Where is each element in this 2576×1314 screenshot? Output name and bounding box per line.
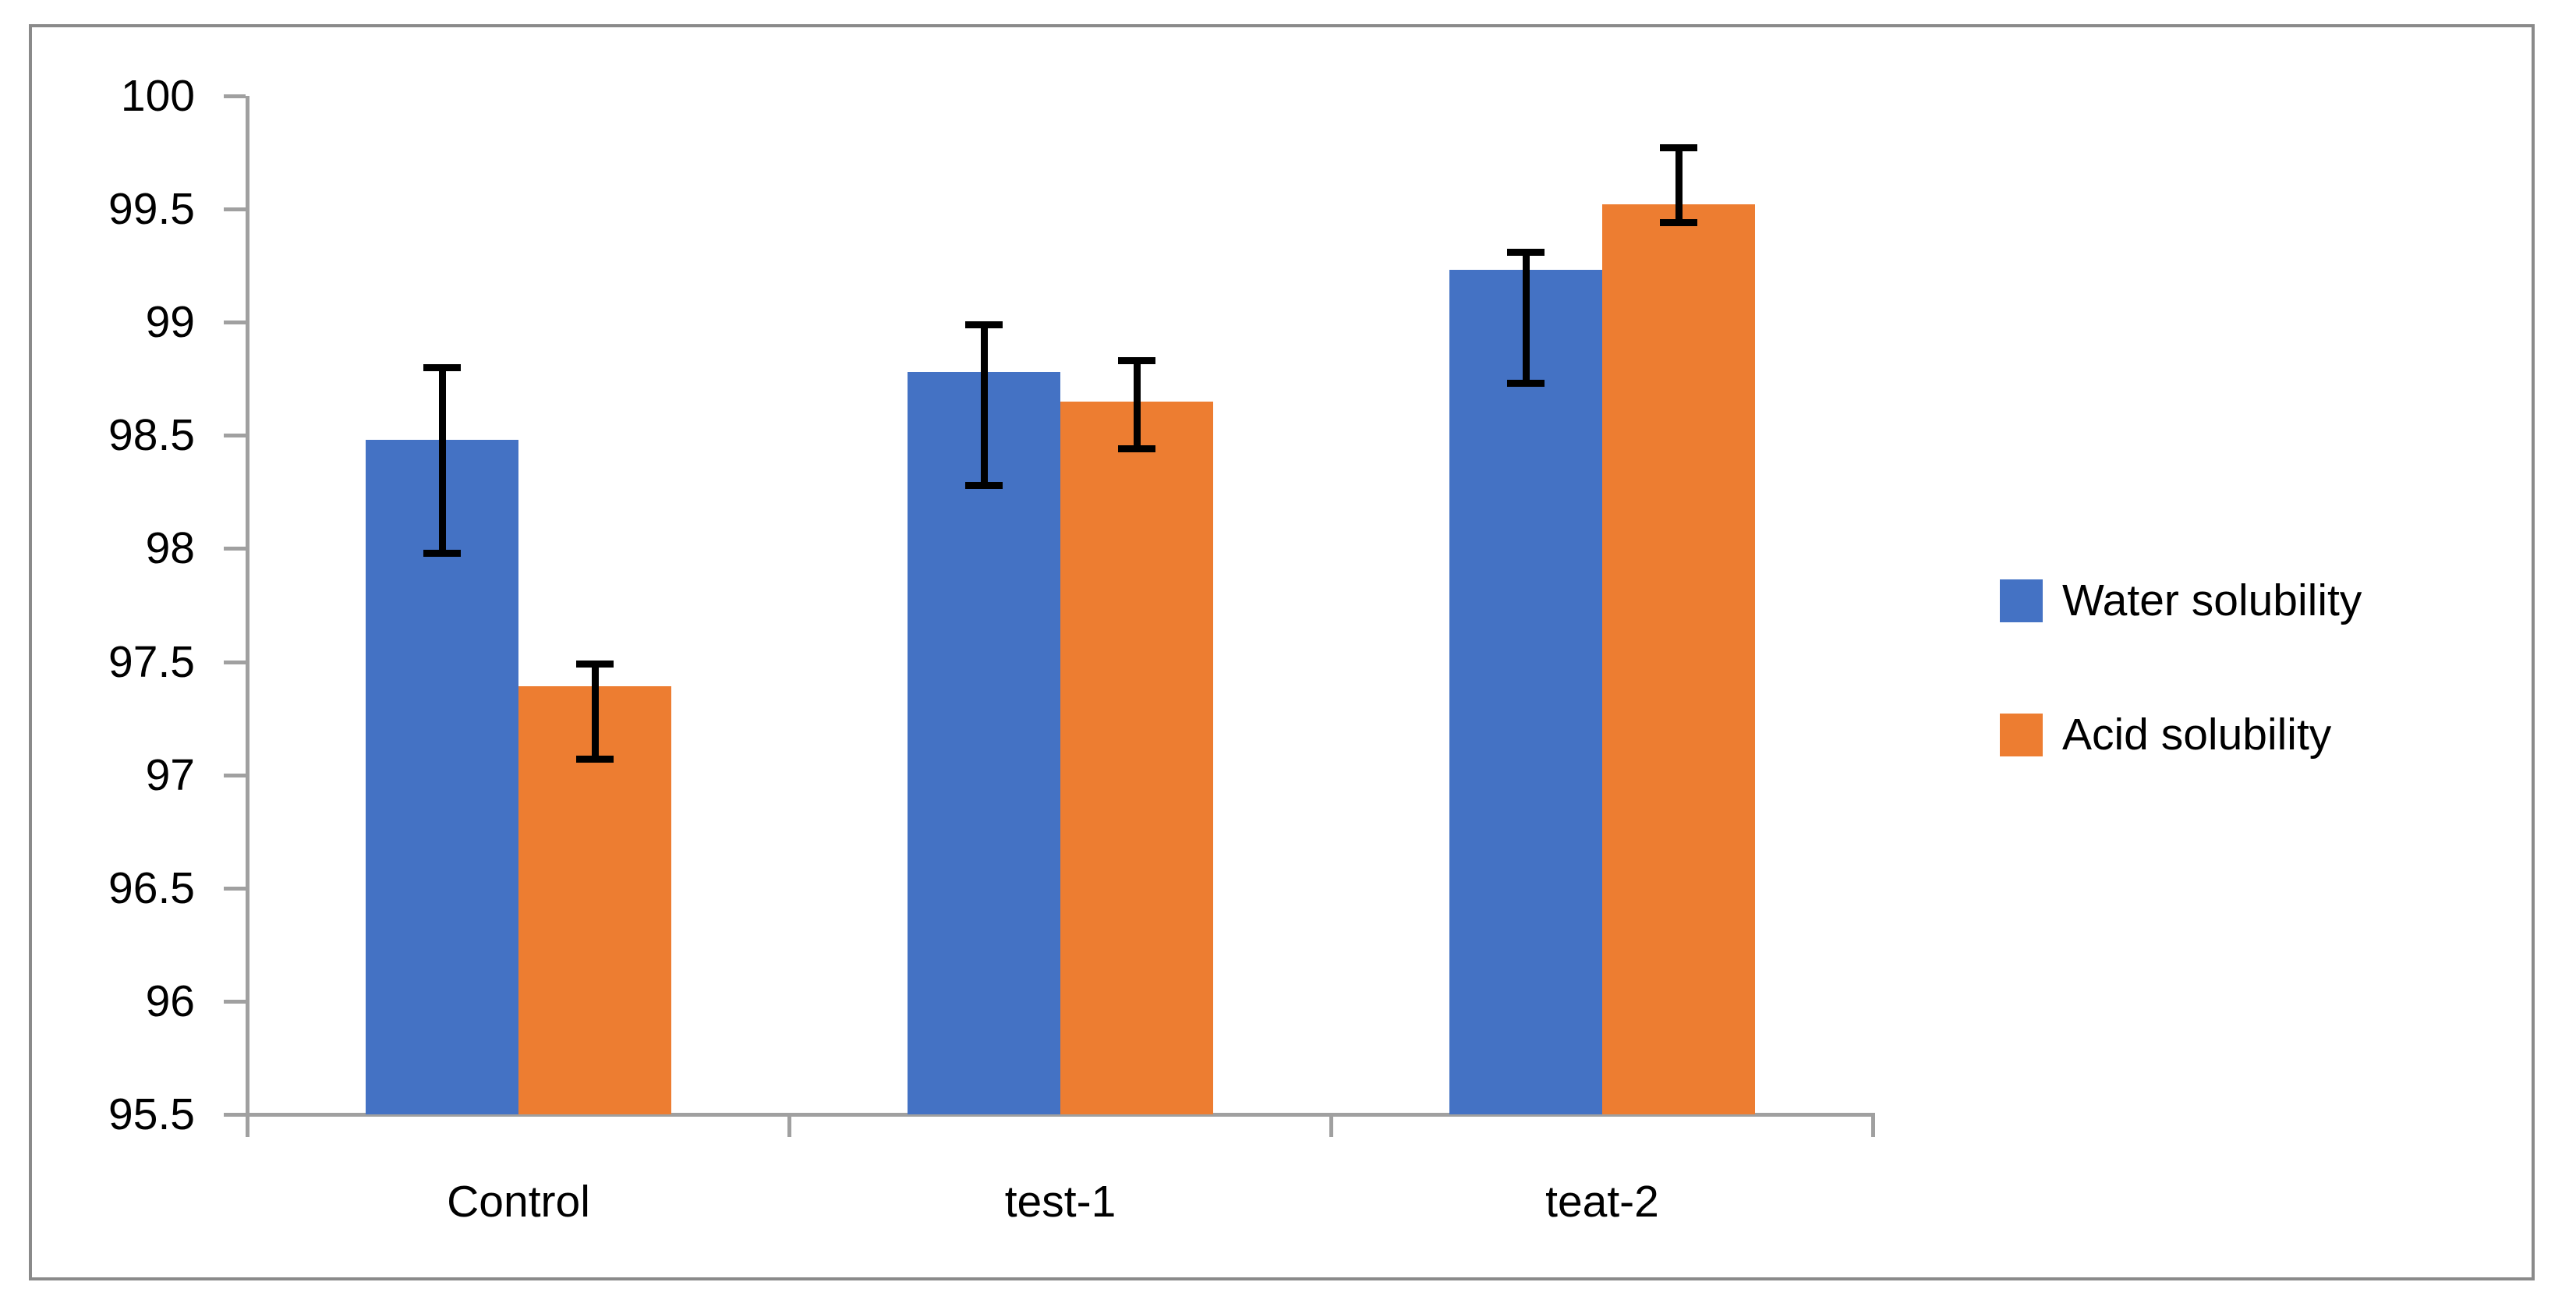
y-axis-tick [224, 660, 246, 664]
y-axis-tick [224, 886, 246, 891]
y-tick-label-97: 97 [145, 749, 195, 800]
y-tick-label-96-5: 96.5 [108, 862, 195, 913]
error-bar-cap-top-water-solubility-teat-2 [1507, 248, 1545, 256]
error-bar-line-water-solubility-teat-2 [1522, 252, 1530, 384]
error-bar-cap-top-water-solubility-test-1 [965, 321, 1003, 328]
bar-water-solubility-teat-2 [1449, 270, 1602, 1114]
x-category-label-test-1: test-1 [1004, 1177, 1116, 1227]
y-axis-tick [224, 207, 246, 212]
error-bar-cap-bottom-acid-solubility-test-1 [1118, 445, 1155, 453]
error-bar-cap-top-acid-solubility-control [576, 660, 614, 668]
legend-swatch-acid-solubility [2000, 713, 2043, 756]
y-tick-label-98: 98 [145, 523, 195, 574]
y-tick-label-99: 99 [145, 297, 195, 348]
y-axis-tick [224, 321, 246, 325]
bar-water-solubility-test-1 [908, 372, 1060, 1114]
y-tick-label-99-5: 99.5 [108, 184, 195, 235]
error-bar-cap-top-acid-solubility-teat-2 [1660, 144, 1697, 152]
y-tick-label-100: 100 [120, 71, 195, 121]
y-tick-label-97-5: 97.5 [108, 636, 195, 687]
y-axis-tick [224, 773, 246, 777]
legend-label-acid-solubility: Acid solubility [2062, 710, 2332, 760]
x-category-label-teat-2: teat-2 [1545, 1177, 1659, 1227]
x-axis-tick [787, 1116, 791, 1137]
bar-acid-solubility-teat-2 [1602, 204, 1755, 1114]
legend-label-water-solubility: Water solubility [2062, 576, 2362, 625]
error-bar-cap-bottom-acid-solubility-teat-2 [1660, 219, 1697, 227]
error-bar-line-acid-solubility-teat-2 [1675, 147, 1683, 223]
error-bar-cap-bottom-water-solubility-teat-2 [1507, 380, 1545, 388]
x-category-label-control: Control [447, 1177, 590, 1227]
y-tick-label-98-5: 98.5 [108, 410, 195, 461]
y-axis-tick [224, 434, 246, 438]
y-tick-label-96: 96 [145, 976, 195, 1026]
y-axis-tick [224, 999, 246, 1004]
y-axis-tick [224, 1113, 246, 1117]
error-bar-cap-bottom-acid-solubility-control [576, 755, 614, 763]
error-bar-line-acid-solubility-control [591, 664, 599, 760]
legend-swatch-water-solubility [2000, 579, 2043, 622]
error-bar-line-water-solubility-test-1 [980, 324, 988, 486]
y-axis-tick [224, 94, 246, 98]
x-axis-tick [1329, 1116, 1333, 1137]
x-axis-tick [1871, 1116, 1875, 1137]
error-bar-cap-top-water-solubility-control [423, 363, 461, 371]
error-bar-line-water-solubility-control [438, 367, 446, 554]
y-tick-label-95-5: 95.5 [108, 1089, 195, 1139]
x-axis-tick [246, 1116, 249, 1137]
y-axis-line [246, 96, 249, 1118]
error-bar-cap-bottom-water-solubility-control [423, 549, 461, 557]
x-axis-line [246, 1113, 1875, 1117]
y-axis-tick [224, 547, 246, 551]
chart-frame: 100 99.5 99 98.5 98 97.5 97 96.5 96 95.5 Control te… [29, 24, 2535, 1280]
error-bar-cap-top-acid-solubility-test-1 [1118, 357, 1155, 365]
bar-acid-solubility-test-1 [1060, 401, 1213, 1114]
error-bar-line-acid-solubility-test-1 [1133, 360, 1141, 449]
error-bar-cap-bottom-water-solubility-test-1 [965, 481, 1003, 489]
